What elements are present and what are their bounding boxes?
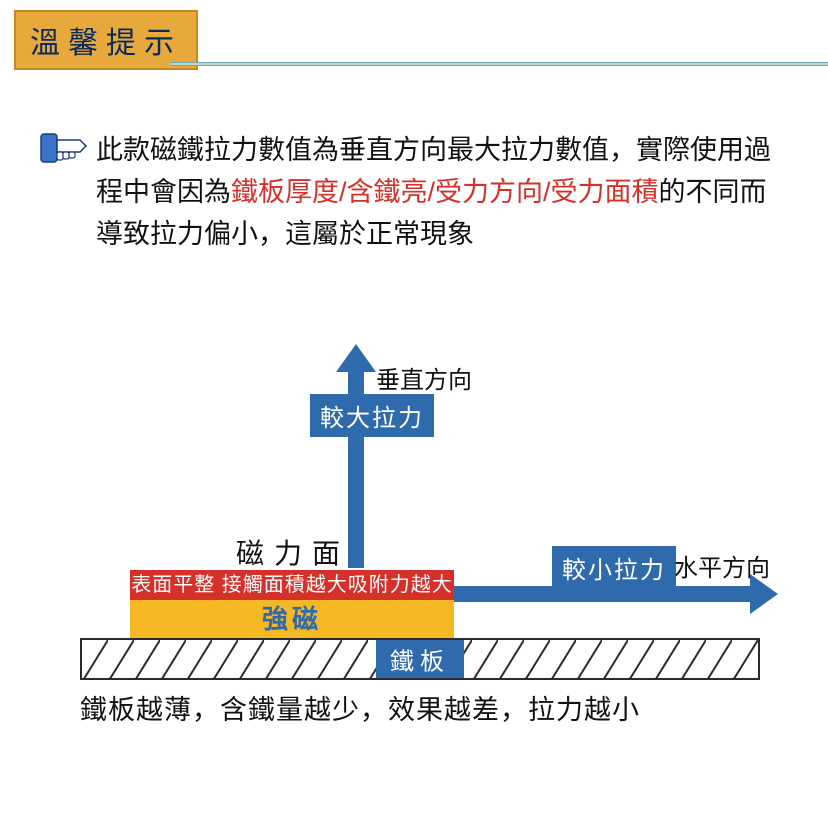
contact-surface-bar: 表面平整 接觸面積越大吸附力越大 [130,570,454,600]
header-divider [170,62,828,66]
vertical-arrow-head-icon [336,344,376,372]
force-diagram: 垂直方向 較大拉力 磁力面 表面平整 接觸面積越大吸附力越大 強磁 較小拉力 水… [60,350,780,770]
horizontal-force-tag: 較小拉力 [552,546,676,589]
iron-plate: 鐵板 [80,638,760,680]
bottom-note: 鐵板越薄，含鐵量越少，效果越差，拉力越小 [80,688,640,727]
iron-plate-label: 鐵板 [376,640,464,679]
description-text: 此款磁鐵拉力數值為垂直方向最大拉力數值，實際使用過程中會因為鐵板厚度/含鐵亮/受… [96,130,788,256]
vertical-direction-label: 垂直方向 [376,360,472,395]
header-badge: 溫馨提示 [14,10,198,70]
vertical-force-tag: 較大拉力 [310,394,434,437]
pointing-hand-icon [40,130,88,168]
magnetic-surface-label: 磁力面 [236,532,350,572]
desc-highlight: 鐵板厚度/含鐵亮/受力方向/受力面積 [231,177,659,207]
magnet-bar: 強磁 [130,600,454,638]
horizontal-direction-label: 水平方向 [674,548,770,583]
